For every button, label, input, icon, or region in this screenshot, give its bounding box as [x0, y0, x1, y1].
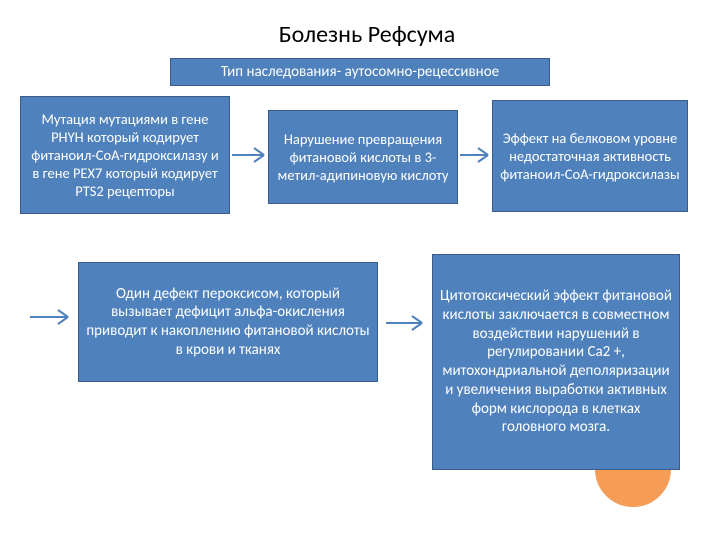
- node-inheritance: Тип наследования- аутосомно-рецессивное: [170, 58, 550, 86]
- node-defect: Один дефект пероксисом, который вызывает…: [78, 262, 378, 382]
- arrow-into-defect: [30, 310, 70, 324]
- diagram-title: Болезнь Рефсума: [252, 20, 482, 54]
- arrow-disruption-to-effect: [460, 148, 490, 162]
- node-mutation: Мутация мутациями в гене PHYH который ко…: [20, 96, 230, 214]
- arrow-mutation-to-disruption: [232, 148, 266, 162]
- arrow-defect-to-cytotoxic: [386, 316, 424, 330]
- node-cytotoxic: Цитотоксический эффект фитановой кислоты…: [432, 254, 680, 470]
- node-disruption: Нарушение превращения фитановой кислоты …: [268, 110, 458, 204]
- node-effect: Эффект на белковом уровне недостаточная …: [492, 100, 688, 212]
- slide: Болезнь Рефсума Тип наследования- аутосо…: [0, 0, 720, 540]
